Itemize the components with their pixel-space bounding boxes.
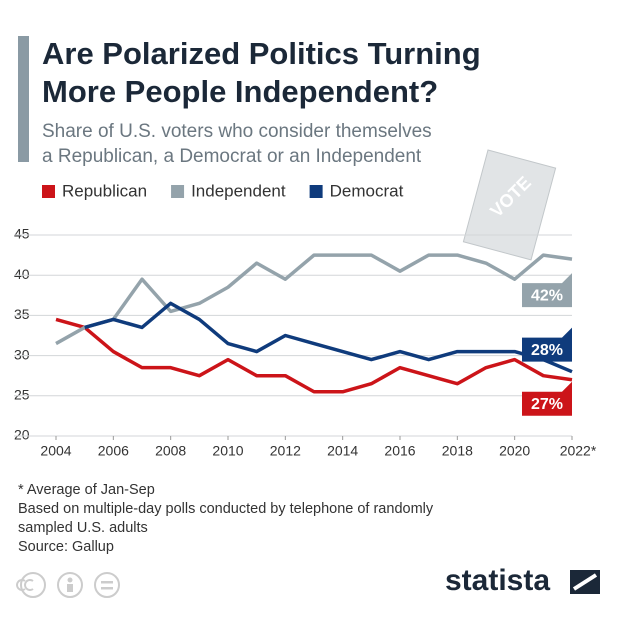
note: * Average of Jan-Sep (18, 482, 155, 498)
value-label: 28% (531, 342, 563, 359)
icon (20, 572, 46, 598)
brand-logo (572, 573, 598, 591)
y-tick-label: 35 (14, 306, 30, 322)
series-line (55, 317, 573, 394)
icon (57, 572, 83, 598)
x-tick-label: 2006 (98, 443, 129, 459)
value-label-box (522, 381, 572, 416)
x-tick-label: 2010 (212, 443, 243, 459)
y-tick-label: 40 (14, 266, 30, 282)
x-tick-label: 2012 (270, 443, 301, 459)
value-label-box (522, 273, 572, 308)
note: Based on multiple-day polls conducted by… (18, 501, 434, 517)
legend-label: Republican (62, 181, 147, 200)
legend-label: Democrat (330, 181, 404, 200)
y-tick-label: 30 (14, 346, 30, 362)
legend-label: Independent (191, 181, 286, 200)
legend-swatch (171, 185, 185, 198)
license-icons (16, 572, 120, 598)
series-line (55, 253, 573, 346)
title-bar (18, 36, 29, 162)
value-label-box (522, 327, 572, 362)
title-line: Are Polarized Politics Turning (42, 36, 481, 71)
series-line (84, 301, 573, 374)
note: sampled U.S. adults (18, 520, 148, 536)
vote-illustration: VOTE (462, 149, 557, 261)
x-tick-label: 2008 (155, 443, 186, 459)
x-tick-label: 2016 (384, 443, 415, 459)
icon (67, 584, 73, 592)
title-line: More People Independent? (42, 74, 438, 109)
icon (101, 587, 113, 590)
x-tick-label: 2014 (327, 443, 358, 459)
note: Source: Gallup (18, 539, 114, 555)
y-tick-label: 45 (14, 226, 30, 242)
value-label: 42% (531, 287, 563, 304)
value-label: 27% (531, 396, 563, 413)
icon (94, 572, 120, 598)
x-tick-label: 2004 (40, 443, 71, 459)
icon (101, 581, 113, 584)
x-tick-label: 2022* (560, 443, 597, 459)
y-tick-label: 20 (14, 427, 30, 443)
x-tick-label: 2020 (499, 443, 530, 459)
brand: statista (445, 564, 550, 597)
ballot (462, 149, 557, 261)
y-tick-label: 25 (14, 387, 30, 403)
x-tick-label: 2018 (442, 443, 473, 459)
legend-swatch (309, 185, 323, 198)
subtitle-line: Share of U.S. voters who consider themse… (42, 121, 432, 142)
icon (67, 577, 73, 583)
icon (16, 579, 34, 591)
legend-swatch (42, 185, 55, 198)
subtitle-line: a Republican, a Democrat or an Independe… (42, 146, 422, 167)
